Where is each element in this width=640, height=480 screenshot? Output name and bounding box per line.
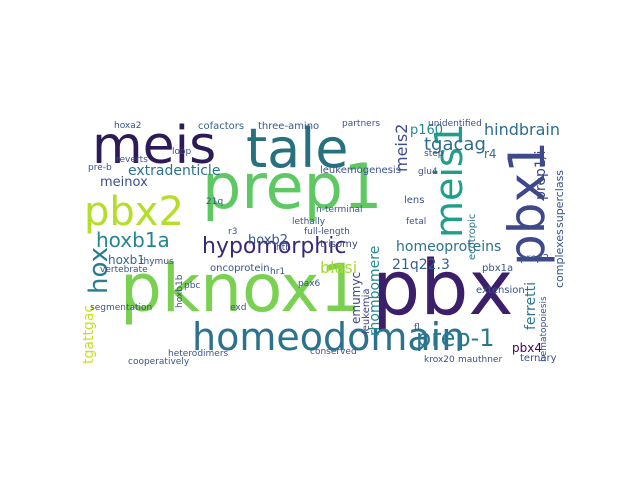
word-prep-1: prep-1 [416,324,495,352]
word-fetal: fetal [406,217,427,227]
word-r3: r3 [228,227,238,237]
word-pbx: pbx [372,243,514,332]
word-mauthner: mauthner [458,355,503,365]
word-hr1: hr1 [270,267,286,277]
word-exd: exd [230,303,247,313]
word-meinox: meinox [100,175,148,190]
word-homeoproteins: homeoproteins [396,239,502,255]
word-conserved: conserved [310,347,357,357]
word-superclass: superclass [553,169,566,228]
word-hoxb1b: hoxb1b [175,274,185,308]
word-r4: r4 [484,147,497,161]
word-lens: lens [404,195,425,206]
word-heterodimers: heterodimers [168,349,229,359]
word-21q223: 21q22.3 [392,257,450,273]
word-tgattgac: tgattgac [81,304,97,364]
word-loop: loop [172,147,192,157]
word-ferretti: ferretti [523,282,539,330]
word-blasi: blasi [320,258,358,277]
word-full-length: full-length [304,227,350,237]
word-hindbrain: hindbrain [484,120,561,139]
word-extradenticle: extradenticle [128,163,221,179]
word-pbx4: pbx4 [512,341,542,355]
word-cooperatively: cooperatively [128,357,190,367]
word-unidentified: unidentified [428,119,482,129]
word-leukemia: leukemia [361,288,372,334]
word-trisomy: trisomy [320,239,358,250]
word-cofactors: cofactors [198,121,245,132]
word-pbx2: pbx2 [84,189,184,235]
word-tale: tale [246,118,349,180]
word-homeodomain: homeodomain [192,315,466,359]
word-step: step [424,149,444,159]
word-krox20: krox20 [424,355,455,365]
word-prep1: prep1 [202,150,383,223]
word-hoxb2: hoxb2 [248,233,289,248]
word-fl: fl [414,323,420,333]
word-hoxa2: hoxa2 [114,121,142,131]
word-three-amino: three-amino [258,121,320,132]
word-thymus: thymus [140,257,174,267]
word-meis: meis [92,118,217,176]
word-complexes: complexes [553,229,566,288]
word-pbx1a: pbx1a [482,263,514,274]
word-lethally: lethally [292,217,326,227]
word-p160: p160 [410,123,444,138]
word-tgacag: tgacag [424,134,486,155]
word-21q: 21q [206,197,224,207]
word-cloud: pknox1 pbx prep1 meis tale homeodomain p… [80,118,574,370]
word-ecotropic: ecotropic [467,213,478,260]
word-extension: extension [476,285,525,296]
word-n-terminal: n-terminal [316,205,363,215]
word-reverts: reverts [116,155,148,165]
word-hoxb1: hoxb1 [108,253,145,267]
word-oncoprotein: oncoprotein [210,263,270,274]
word-segmentation: segmentation [90,303,153,313]
word-hypomorphic: hypomorphic [202,234,347,259]
word-prep2: prep2 [520,253,550,264]
word-pax6: pax6 [298,279,321,289]
word-hth: hth [276,243,291,253]
word-ternary: ternary [520,353,557,364]
word-partners: partners [342,119,381,129]
word-glu4: glu4 [418,167,438,177]
word-pre-b: pre-b [88,163,112,173]
word-vertebrate: vertebrate [100,265,148,275]
word-pbc: pbc [184,281,201,291]
word-prep1i: prep1/i [533,150,549,200]
word-hoxb1a: hoxb1a [96,228,170,252]
word-leukemogenesis: leukemogenesis [320,165,401,176]
word-pknox1: pknox1 [120,250,362,327]
